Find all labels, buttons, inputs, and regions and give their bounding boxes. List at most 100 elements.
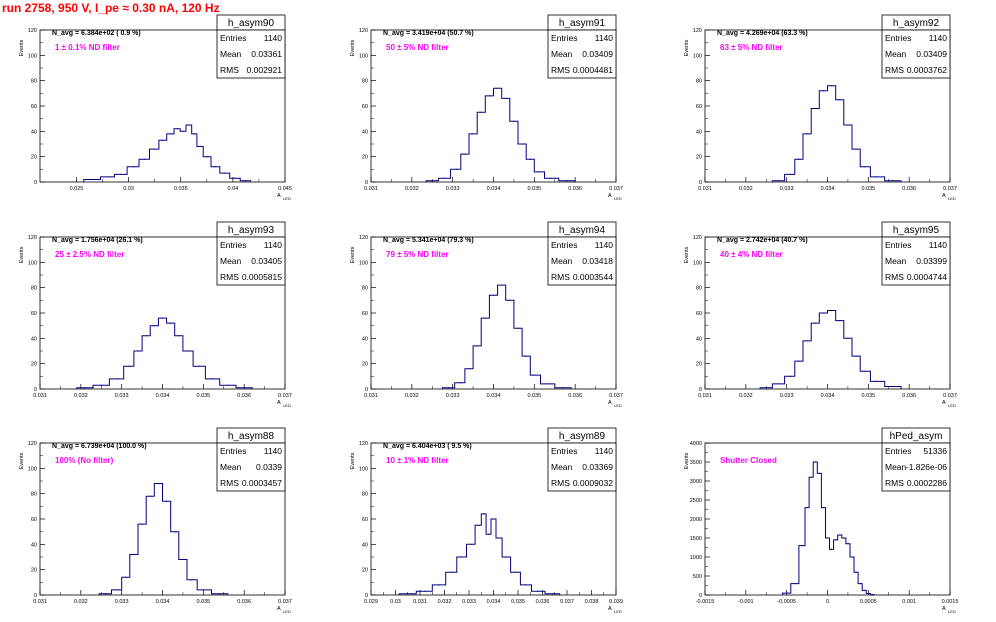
navg-label: N_avg = 4.269e+04 (63.3 %): [717, 30, 808, 37]
histogram-bin: [765, 387, 767, 389]
x-tick-label: 0.032: [438, 599, 452, 605]
x-axis-title: A: [277, 606, 281, 612]
histogram-bin: [464, 153, 466, 155]
x-tick-label: 0.033: [446, 186, 460, 192]
stats-value: 1140: [264, 240, 283, 250]
histogram-panel-h_asym95: 0 20 40 60 80 100 120 0.031 0.032 0.033 0.034 0.035…: [684, 221, 957, 408]
stats-label: Mean: [885, 49, 907, 59]
histogram-bin: [133, 166, 135, 168]
histogram-name: hPed_asym: [890, 431, 943, 442]
y-tick-label: 100: [28, 53, 37, 59]
histogram-bin: [182, 558, 184, 561]
x-tick-label: 0.036: [237, 599, 251, 605]
histogram-bin: [790, 173, 792, 175]
x-axis-title-sub: LED: [614, 403, 622, 408]
histogram-bin: [202, 589, 204, 591]
y-tick-label: 40: [362, 542, 368, 548]
stats-value: 0.03418: [582, 256, 613, 266]
histogram-bin: [786, 592, 788, 594]
histogram-bin: [835, 539, 837, 541]
histogram-bin: [141, 523, 143, 525]
y-tick-label: 20: [31, 155, 37, 161]
histogram-panel-h_asym89: 0 20 40 60 80 100 120 0.029 0.03 0.031 0.032 0.033 0…: [350, 427, 623, 614]
stats-value: 0.0002286: [907, 478, 947, 488]
y-tick-label: 40: [362, 129, 368, 135]
histogram-bin: [818, 472, 820, 474]
y-tick-label: 0: [699, 180, 702, 186]
x-axis-title: A: [608, 606, 612, 612]
x-tick-label: 0.035: [861, 186, 875, 192]
y-tick-label: 0: [34, 593, 37, 599]
stats-value: 1140: [264, 446, 283, 456]
histogram-bin: [182, 130, 184, 132]
y-tick-label: 60: [31, 311, 37, 317]
histogram-panel-h_asym94: 0 20 40 60 80 100 120 0.031 0.032 0.033 0.034 0.035…: [350, 221, 623, 408]
histogram-bin: [867, 592, 869, 595]
histogram-bin: [497, 537, 499, 539]
histogram-name: h_asym95: [893, 225, 940, 236]
x-tick-label: 0.034: [156, 393, 170, 399]
x-tick-label: 0.037: [278, 393, 292, 399]
x-tick-label: 0.029: [364, 599, 378, 605]
histogram-bin: [153, 325, 155, 327]
histogram-bin: [521, 143, 523, 145]
histogram-bin: [443, 177, 446, 179]
x-tick-label: 0.0005: [860, 599, 877, 605]
stats-box: [216, 29, 286, 79]
histogram-bin: [810, 476, 812, 478]
histogram-bin: [814, 322, 816, 324]
x-tick-label: 0.033: [462, 599, 476, 605]
stats-value: 1140: [595, 33, 614, 43]
histogram-bin: [214, 166, 216, 168]
stats-box: [881, 236, 951, 286]
stats-value: 0.03405: [251, 256, 282, 266]
filter-label: 50 ± 5% ND filter: [386, 43, 449, 52]
histogram-bin: [843, 537, 845, 539]
histogram-bin: [133, 553, 135, 556]
histogram-bin: [814, 461, 816, 463]
stats-box: [881, 29, 951, 79]
histogram-bin: [513, 120, 515, 122]
y-axis-title: Events: [350, 39, 356, 56]
y-tick-label: 1000: [690, 555, 702, 561]
x-tick-label: -0.0005: [777, 599, 796, 605]
stats-label: Mean: [220, 462, 242, 472]
y-tick-label: 0: [699, 593, 702, 599]
y-axis-title: Events: [684, 246, 690, 263]
histogram-bin: [424, 590, 426, 592]
histogram-bin: [847, 337, 849, 339]
histogram-bin: [798, 158, 800, 160]
histogram-bin: [822, 507, 825, 509]
x-axis-title: A: [608, 193, 612, 199]
x-tick-label: 0.031: [364, 393, 378, 399]
histogram-bin: [794, 583, 796, 585]
x-tick-label: 0.036: [902, 393, 916, 399]
y-tick-label: 40: [696, 336, 702, 342]
histogram-bin: [859, 583, 861, 585]
y-tick-label: 120: [359, 28, 368, 34]
filter-label: 1 ± 0.1% ND filter: [55, 43, 120, 52]
y-tick-label: 2500: [690, 498, 702, 504]
navg-label: N_avg = 6.384e+02 ( 0.9 %): [52, 30, 141, 37]
histogram-bin: [234, 177, 236, 179]
histogram-bin: [855, 571, 857, 573]
histogram-bin: [451, 571, 453, 573]
stats-value: 0.03399: [916, 256, 947, 266]
histogram-panel-h_asym88: 0 20 40 60 80 100 120 0.031 0.032 0.033 0.034 0.035…: [19, 427, 292, 614]
y-tick-label: 80: [696, 79, 702, 85]
histogram-bin: [505, 556, 507, 558]
y-tick-label: 80: [362, 286, 368, 292]
x-axis-title-sub: LED: [948, 609, 956, 614]
filter-label: 100% (No filter): [55, 456, 114, 465]
histogram-bin: [483, 513, 485, 515]
x-tick-label: 0.037: [278, 599, 292, 605]
y-tick-label: 120: [28, 235, 37, 241]
histogram-bin: [863, 370, 865, 372]
stats-label: RMS: [551, 478, 570, 488]
stats-value: 0.0003457: [242, 478, 282, 488]
histogram-bin: [550, 177, 552, 179]
x-tick-label: 0.032: [74, 599, 88, 605]
y-axis-title: Events: [350, 246, 356, 263]
histogram-name: h_asym94: [559, 225, 606, 236]
navg-label: N_avg = 6.739e+04 (100.0 %): [52, 443, 147, 450]
